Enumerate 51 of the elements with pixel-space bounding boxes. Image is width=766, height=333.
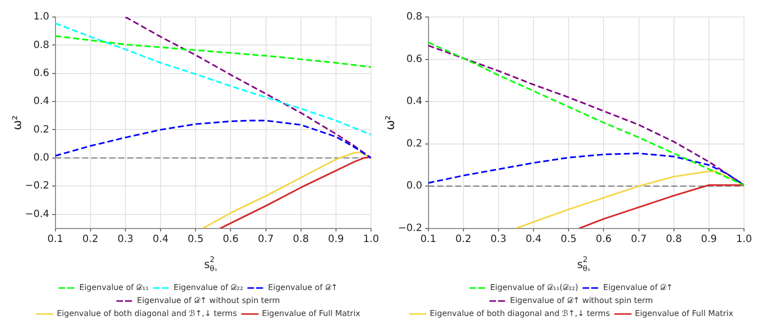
x-tick-label: 0.5: [560, 234, 577, 245]
x-tick-label: 0.9: [701, 234, 717, 245]
legend-label: Eigenvalue of 𝒟↑: [268, 283, 338, 292]
legend-label: Eigenvalue of 𝒟₁₁: [79, 283, 149, 292]
legend-label: Eigenvalue of both diagonal and ℬ↑,↓ terms: [56, 309, 237, 318]
y-tick-label: 0.8: [406, 12, 422, 23]
legend-label: Eigenvalue of Full Matrix: [262, 309, 361, 318]
x-tick-label: 0.6: [596, 234, 612, 245]
y-axis-title: ω²: [383, 115, 398, 130]
y-tick-label: 0.4: [33, 96, 50, 108]
legend-label: Eigenvalue of both diagonal and ℬ↑,↓ terms: [430, 309, 610, 318]
legend-label: Eigenvalue of 𝒟₁₁(𝒟₂₂): [490, 283, 578, 292]
legend-label: Eigenvalue of 𝒟↑ without spin term: [510, 296, 654, 306]
x-tick-label: 0.3: [490, 234, 506, 245]
legend-label: Eigenvalue of 𝒟↑: [603, 283, 673, 292]
line-series: [55, 22, 372, 136]
legend-label: Eigenvalue of 𝒟₂₂: [174, 283, 244, 292]
x-tick-label: 0.7: [258, 234, 274, 245]
y-tick-label: 0.4: [406, 96, 422, 108]
y-tick-label: 0.0: [33, 152, 50, 164]
y-tick-label: 0.8: [33, 40, 50, 51]
x-tick-label: 0.2: [82, 234, 98, 245]
x-tick-label: 0.4: [152, 234, 168, 245]
legend-label: Eigenvalue of Full Matrix: [634, 309, 734, 318]
y-tick-label: −0.2: [398, 222, 422, 234]
y-tick-label: 0.6: [33, 68, 50, 79]
x-tick-label: 0.7: [630, 234, 647, 245]
x-tick-label: 1.0: [736, 234, 752, 245]
y-tick-label: 1.0: [33, 12, 50, 23]
line-series: [55, 120, 372, 159]
x-tick-label: 0.1: [420, 234, 436, 245]
legend-label: Eigenvalue of 𝒟↑ without spin term: [137, 296, 280, 306]
y-tick-label: 0.2: [406, 138, 422, 150]
x-tick-label: 0.6: [222, 234, 239, 245]
x-tick-label: 0.3: [118, 234, 134, 245]
x-tick-label: 0.5: [188, 234, 204, 245]
y-tick-label: −0.4: [24, 208, 50, 220]
x-tick-label: 0.9: [328, 234, 344, 245]
y-tick-label: 0.2: [33, 124, 50, 136]
x-tick-label: 0.8: [292, 234, 309, 245]
x-tick-label: 0.4: [526, 234, 542, 245]
y-tick-label: 0.0: [406, 180, 422, 192]
x-tick-label: 0.8: [666, 234, 682, 245]
x-tick-label: 1.0: [363, 234, 379, 245]
line-series: [55, 35, 372, 68]
y-tick-label: −0.2: [24, 180, 50, 192]
x-tick-label: 0.1: [47, 234, 64, 245]
line-series: [124, 17, 372, 159]
x-tick-label: 0.2: [455, 234, 472, 245]
y-tick-label: 0.6: [406, 54, 422, 65]
y-axis-title: ω²: [10, 115, 24, 130]
